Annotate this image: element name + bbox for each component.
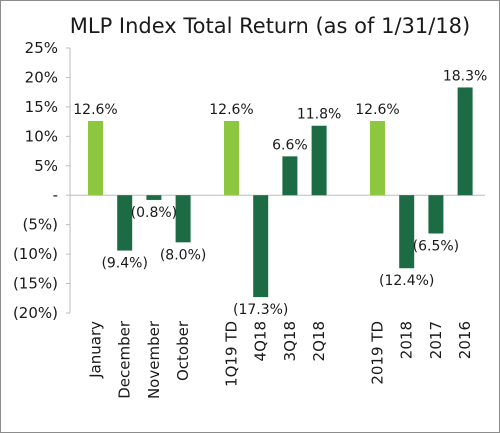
y-tick-label: 25% bbox=[25, 39, 58, 57]
bar bbox=[399, 195, 415, 269]
category-label: 2018 bbox=[398, 321, 416, 359]
category-label: January bbox=[87, 321, 105, 379]
y-tick-label: 10% bbox=[25, 127, 58, 145]
bar bbox=[88, 121, 103, 196]
data-label: (17.3%) bbox=[233, 302, 288, 318]
bars bbox=[88, 87, 473, 298]
y-tick-label: 15% bbox=[25, 98, 58, 116]
y-tick-label: 20% bbox=[25, 68, 58, 86]
data-label: 12.6% bbox=[355, 102, 399, 118]
y-tick-label: 5% bbox=[34, 157, 58, 175]
bar bbox=[146, 195, 162, 200]
y-tick-label: (10%) bbox=[13, 245, 58, 263]
bar bbox=[428, 195, 444, 234]
category-label: November bbox=[145, 320, 163, 399]
y-axis-ticks: 25% 20% 15% 10% 5% - (5%) (10%) (15%) (20%) bbox=[13, 39, 70, 322]
data-label: (9.4%) bbox=[101, 256, 148, 272]
data-label: 12.6% bbox=[73, 102, 117, 118]
bar bbox=[282, 156, 298, 196]
y-tick-label: - bbox=[53, 186, 58, 204]
data-label: (12.4%) bbox=[379, 273, 434, 289]
category-label: 2019 TD bbox=[369, 321, 387, 385]
y-tick-label: (15%) bbox=[13, 275, 58, 293]
category-label: 4Q18 bbox=[252, 321, 270, 361]
bar bbox=[370, 121, 385, 196]
bar bbox=[253, 195, 269, 298]
data-label: (6.5%) bbox=[413, 239, 460, 255]
bar bbox=[457, 87, 473, 196]
bar bbox=[117, 195, 133, 251]
chart-title: MLP Index Total Return (as of 1/31/18) bbox=[70, 14, 470, 38]
data-label: 12.6% bbox=[209, 102, 253, 118]
category-label: 2Q18 bbox=[310, 321, 328, 361]
data-label: 6.6% bbox=[272, 137, 308, 153]
data-label: 11.8% bbox=[297, 107, 341, 123]
category-labels: January December November October 1Q19 TD 4Q1… bbox=[87, 320, 475, 399]
bar bbox=[224, 121, 239, 196]
bar bbox=[311, 125, 327, 196]
y-tick-label: (5%) bbox=[22, 216, 58, 234]
bar bbox=[175, 195, 191, 243]
category-label: December bbox=[116, 320, 134, 399]
category-label: October bbox=[174, 320, 192, 381]
category-label: 3Q18 bbox=[281, 321, 299, 361]
category-label: 1Q19 TD bbox=[223, 321, 241, 387]
y-tick-label: (20%) bbox=[13, 304, 58, 322]
data-labels: 12.6% (9.4%) (0.8%) (8.0%) 12.6% (17.3%) 6.6% 1… bbox=[73, 68, 487, 318]
data-label: (8.0%) bbox=[160, 247, 207, 263]
data-label: (0.8%) bbox=[131, 205, 178, 221]
data-label: 18.3% bbox=[443, 68, 487, 84]
category-label: 2016 bbox=[456, 321, 474, 359]
category-label: 2017 bbox=[427, 321, 445, 359]
